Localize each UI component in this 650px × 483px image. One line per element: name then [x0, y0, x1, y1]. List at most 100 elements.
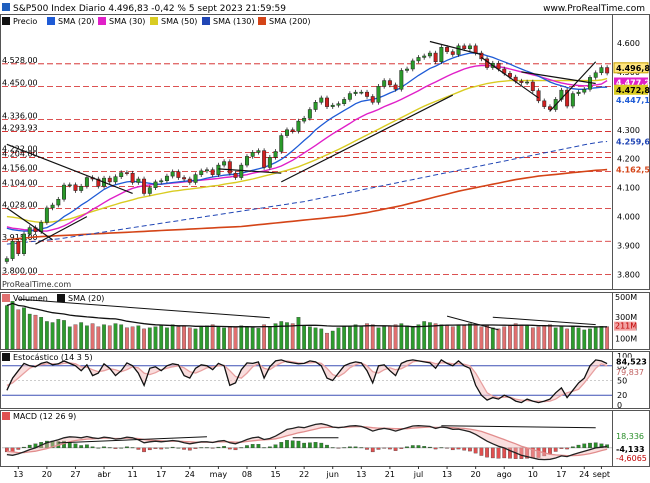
macd-hist-bar: [102, 446, 106, 449]
x-tick-label: 13: [356, 470, 366, 479]
trend-line: [281, 94, 454, 183]
macd-hist-bar: [73, 443, 78, 449]
legend-item: MACD (12 26 9): [13, 412, 76, 421]
candle: [576, 91, 581, 94]
volume-bar: [513, 323, 518, 350]
volume-bar: [45, 321, 49, 350]
macd-signal-value: 18,336: [616, 432, 644, 441]
macd-hist-bar: [342, 447, 347, 449]
volume-sma-line: [6, 302, 608, 328]
macd-hist-bar: [216, 446, 221, 449]
macd-hist-bar: [199, 447, 204, 449]
x-tick-label: 13: [13, 470, 23, 479]
volume-bar: [479, 326, 484, 350]
macd-hist-bar: [142, 447, 146, 453]
candle: [50, 204, 55, 209]
x-tick-label: sept: [593, 470, 610, 479]
macd-hist-bar: [85, 444, 89, 449]
volume-bar: [159, 325, 164, 350]
volume-bar: [239, 325, 244, 350]
volume-bar: [193, 328, 198, 350]
candle: [153, 181, 158, 188]
volume-bar: [490, 327, 495, 350]
x-tick-label: 22: [299, 470, 309, 479]
candle: [313, 102, 318, 110]
macd-hist-bar: [210, 447, 215, 449]
price-legend: Precio SMA (20) SMA (30) SMA (50) SMA (130) S…: [2, 17, 311, 26]
legend-swatch: [2, 412, 10, 420]
candle: [319, 97, 324, 103]
candle: [239, 164, 244, 178]
price-tick-label: 4.200: [617, 155, 640, 164]
volume-bar: [342, 326, 347, 350]
candle: [365, 91, 369, 97]
volume-bar: [187, 327, 192, 350]
volume-bar: [62, 320, 66, 350]
volume-bar: [313, 327, 318, 350]
volume-bar: [502, 326, 507, 350]
candle: [536, 90, 541, 102]
x-tick-label: may: [210, 470, 228, 479]
candle: [142, 178, 147, 194]
candle: [353, 91, 358, 94]
sma30-last-badge: [614, 77, 648, 88]
macd-hist-bar: [182, 447, 186, 450]
candle: [473, 45, 478, 54]
level-label: 4.450,00: [2, 78, 38, 87]
volume-bar: [536, 326, 541, 350]
volume-bar: [582, 329, 587, 350]
volume-bar: [170, 324, 175, 350]
candle: [416, 57, 421, 62]
macd-hist-bar: [250, 444, 255, 449]
volume-bar: [50, 322, 55, 350]
x-tick-label: 27: [70, 470, 80, 479]
volume-panel[interactable]: 500M300M201M100M211MVolumenSMA (20): [2, 293, 637, 350]
header-watermark[interactable]: www.ProRealTime.com: [543, 4, 645, 14]
level-label: 4.156,00: [2, 163, 38, 172]
volume-bar: [250, 327, 255, 350]
candle: [439, 47, 444, 63]
price-panel[interactable]: 3.8003.9004.0004.1004.2004.3004.4004.500…: [2, 17, 650, 289]
volume-bar: [302, 325, 307, 350]
candle: [370, 96, 375, 103]
candle: [433, 52, 438, 63]
macd-hist-bar: [428, 446, 432, 449]
volume-bar: [176, 326, 181, 350]
candle: [307, 109, 312, 119]
volume-bar: [205, 325, 209, 350]
macd-hist-bar: [313, 442, 318, 449]
macd-hist-bar: [382, 447, 387, 449]
volume-bar: [576, 327, 581, 350]
candle: [73, 184, 78, 191]
macd-hist-bar: [433, 447, 438, 450]
macd-hist-bar: [165, 447, 169, 449]
volume-bar: [325, 332, 329, 350]
volume-bar: [416, 324, 421, 350]
macd-line: [6, 423, 608, 461]
stoch-d-line: [6, 360, 608, 403]
x-tick-label: jun: [326, 470, 339, 479]
macd-trend-line: [441, 425, 596, 429]
macd-panel[interactable]: 18,336 -4,133-4,6065 MACD (12 26 9): [2, 412, 647, 463]
volume-bar: [16, 309, 21, 350]
volume-bar: [565, 328, 569, 350]
volume-bar: [153, 326, 158, 350]
volume-tick-label: 100M: [615, 334, 637, 343]
candle: [376, 86, 381, 103]
candle: [467, 45, 472, 49]
volume-bar: [85, 325, 89, 350]
volume-bar: [496, 328, 501, 350]
volume-bar: [56, 319, 61, 350]
prorealtime-logo: ProRealTime.com: [2, 280, 71, 289]
stoch-k-value: 84,523: [616, 358, 647, 367]
macd-hist-bar: [27, 444, 32, 449]
trend-line: [521, 71, 596, 85]
macd-hist-bar: [233, 447, 238, 451]
volume-bar: [125, 327, 129, 350]
legend-swatch: [98, 17, 106, 25]
candle: [445, 47, 450, 52]
legend-swatch: [2, 17, 10, 25]
candle: [530, 81, 535, 91]
volume-bar: [307, 326, 312, 350]
